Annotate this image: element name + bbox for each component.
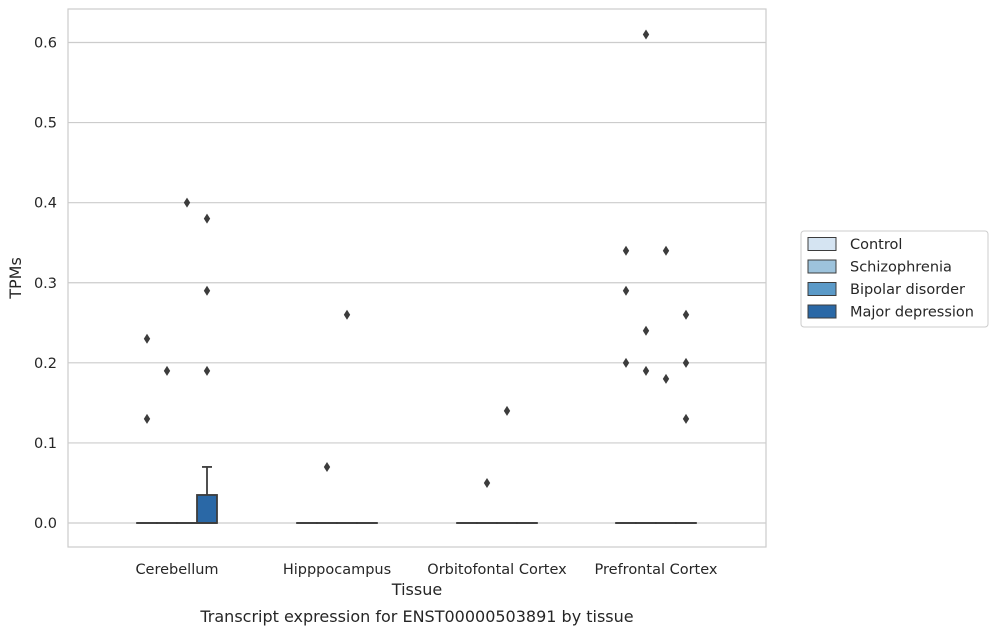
- x-tick-label: Orbitofontal Cortex: [427, 562, 567, 578]
- legend-label: Bipolar disorder: [850, 282, 965, 298]
- legend-swatch: [807, 304, 837, 319]
- outlier-point: [143, 413, 151, 424]
- outlier-point: [203, 213, 211, 224]
- outlier-point: [323, 461, 331, 472]
- outlier-point: [622, 357, 630, 368]
- outlier-point: [343, 309, 351, 320]
- outlier-point: [642, 365, 650, 376]
- box-body: [196, 494, 218, 524]
- outlier-point: [662, 373, 670, 384]
- outlier-point: [163, 365, 171, 376]
- legend-label: Major depression: [850, 305, 974, 321]
- outlier-point: [622, 245, 630, 256]
- box-series: [136, 466, 697, 524]
- box-major-depression: [196, 466, 218, 524]
- y-tick-label: 0.1: [34, 436, 57, 452]
- outlier-point: [203, 285, 211, 296]
- y-tick-labels: 0.0 0.1 0.2 0.3 0.4 0.5 0.6: [34, 36, 57, 533]
- plot-frame: [67, 8, 767, 548]
- y-tick-label: 0.4: [34, 196, 57, 212]
- outlier-point: [682, 357, 690, 368]
- y-tick-label: 0.3: [34, 276, 57, 292]
- legend-swatch: [807, 259, 837, 274]
- y-axis-title: TPMs: [6, 257, 25, 300]
- legend: Control Schizophrenia Bipolar disorder Majo…: [800, 230, 989, 328]
- legend-label: Schizophrenia: [850, 260, 952, 276]
- outlier-point: [483, 477, 491, 488]
- outlier-points: [143, 29, 690, 488]
- y-tick-label: 0.6: [34, 36, 57, 52]
- x-axis-title: Tissue: [391, 580, 442, 599]
- outlier-point: [183, 197, 191, 208]
- outlier-point: [662, 245, 670, 256]
- legend-swatch: [807, 237, 837, 251]
- x-tick-labels: Cerebellum Hipppocampus Orbitofontal Corte…: [135, 562, 717, 578]
- legend-swatch: [807, 282, 837, 296]
- outlier-point: [642, 29, 650, 40]
- outlier-point: [203, 365, 211, 376]
- outlier-point: [622, 285, 630, 296]
- outlier-point: [642, 325, 650, 336]
- y-tick-label: 0.2: [34, 356, 57, 372]
- legend-label: Control: [850, 237, 902, 253]
- outlier-point: [143, 333, 151, 344]
- outlier-point: [682, 413, 690, 424]
- x-tick-label: Prefrontal Cortex: [595, 562, 718, 578]
- outlier-point: [682, 309, 690, 320]
- chart-caption: Transcript expression for ENST0000050389…: [199, 607, 633, 626]
- y-tick-label: 0.0: [34, 516, 57, 532]
- legend-items: Control Schizophrenia Bipolar disorder Majo…: [807, 237, 974, 321]
- y-tick-label: 0.5: [34, 116, 57, 132]
- x-tick-label: Hipppocampus: [283, 562, 391, 578]
- y-gridlines: [68, 41, 766, 524]
- outlier-point: [503, 405, 511, 416]
- x-tick-label: Cerebellum: [135, 562, 218, 578]
- legend-frame: [800, 230, 989, 328]
